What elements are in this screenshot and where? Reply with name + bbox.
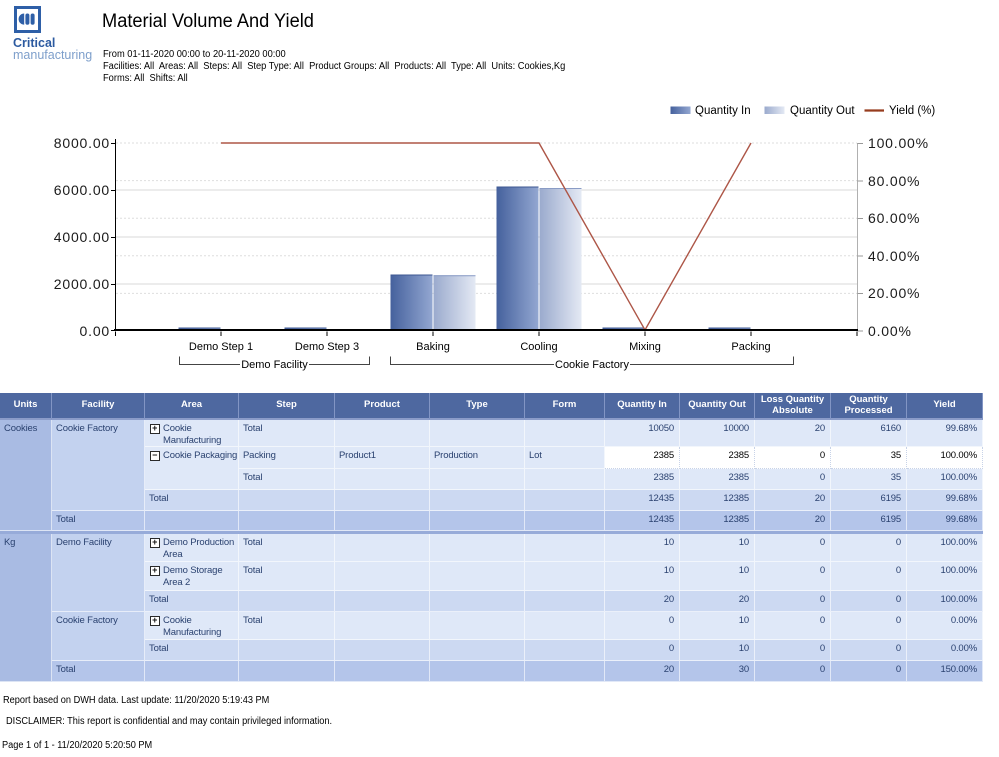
svg-text:100.00%: 100.00% bbox=[868, 135, 929, 151]
svg-text:Baking: Baking bbox=[416, 341, 450, 353]
svg-text:0.00: 0.00 bbox=[80, 323, 110, 339]
svg-text:80.00%: 80.00% bbox=[868, 173, 920, 189]
svg-text:Yield (%): Yield (%) bbox=[889, 105, 935, 117]
svg-text:Quantity Out: Quantity Out bbox=[790, 105, 855, 117]
svg-text:Cooling: Cooling bbox=[520, 341, 557, 353]
svg-text:Quantity In: Quantity In bbox=[695, 105, 751, 117]
svg-text:6000.00: 6000.00 bbox=[54, 182, 110, 198]
svg-text:40.00%: 40.00% bbox=[868, 248, 920, 264]
svg-text:Demo Step 3: Demo Step 3 bbox=[295, 341, 359, 353]
svg-text:60.00%: 60.00% bbox=[868, 210, 920, 226]
svg-text:4000.00: 4000.00 bbox=[54, 229, 110, 245]
svg-text:2000.00: 2000.00 bbox=[54, 276, 110, 292]
svg-text:0.00%: 0.00% bbox=[868, 323, 912, 339]
svg-text:Cookie Factory: Cookie Factory bbox=[555, 359, 629, 371]
svg-text:Packing: Packing bbox=[731, 341, 770, 353]
svg-text:Demo Step 1: Demo Step 1 bbox=[189, 341, 253, 353]
svg-text:Mixing: Mixing bbox=[629, 341, 661, 353]
svg-text:Demo Facility: Demo Facility bbox=[241, 359, 308, 371]
svg-text:20.00%: 20.00% bbox=[868, 285, 920, 301]
svg-text:8000.00: 8000.00 bbox=[54, 135, 110, 151]
